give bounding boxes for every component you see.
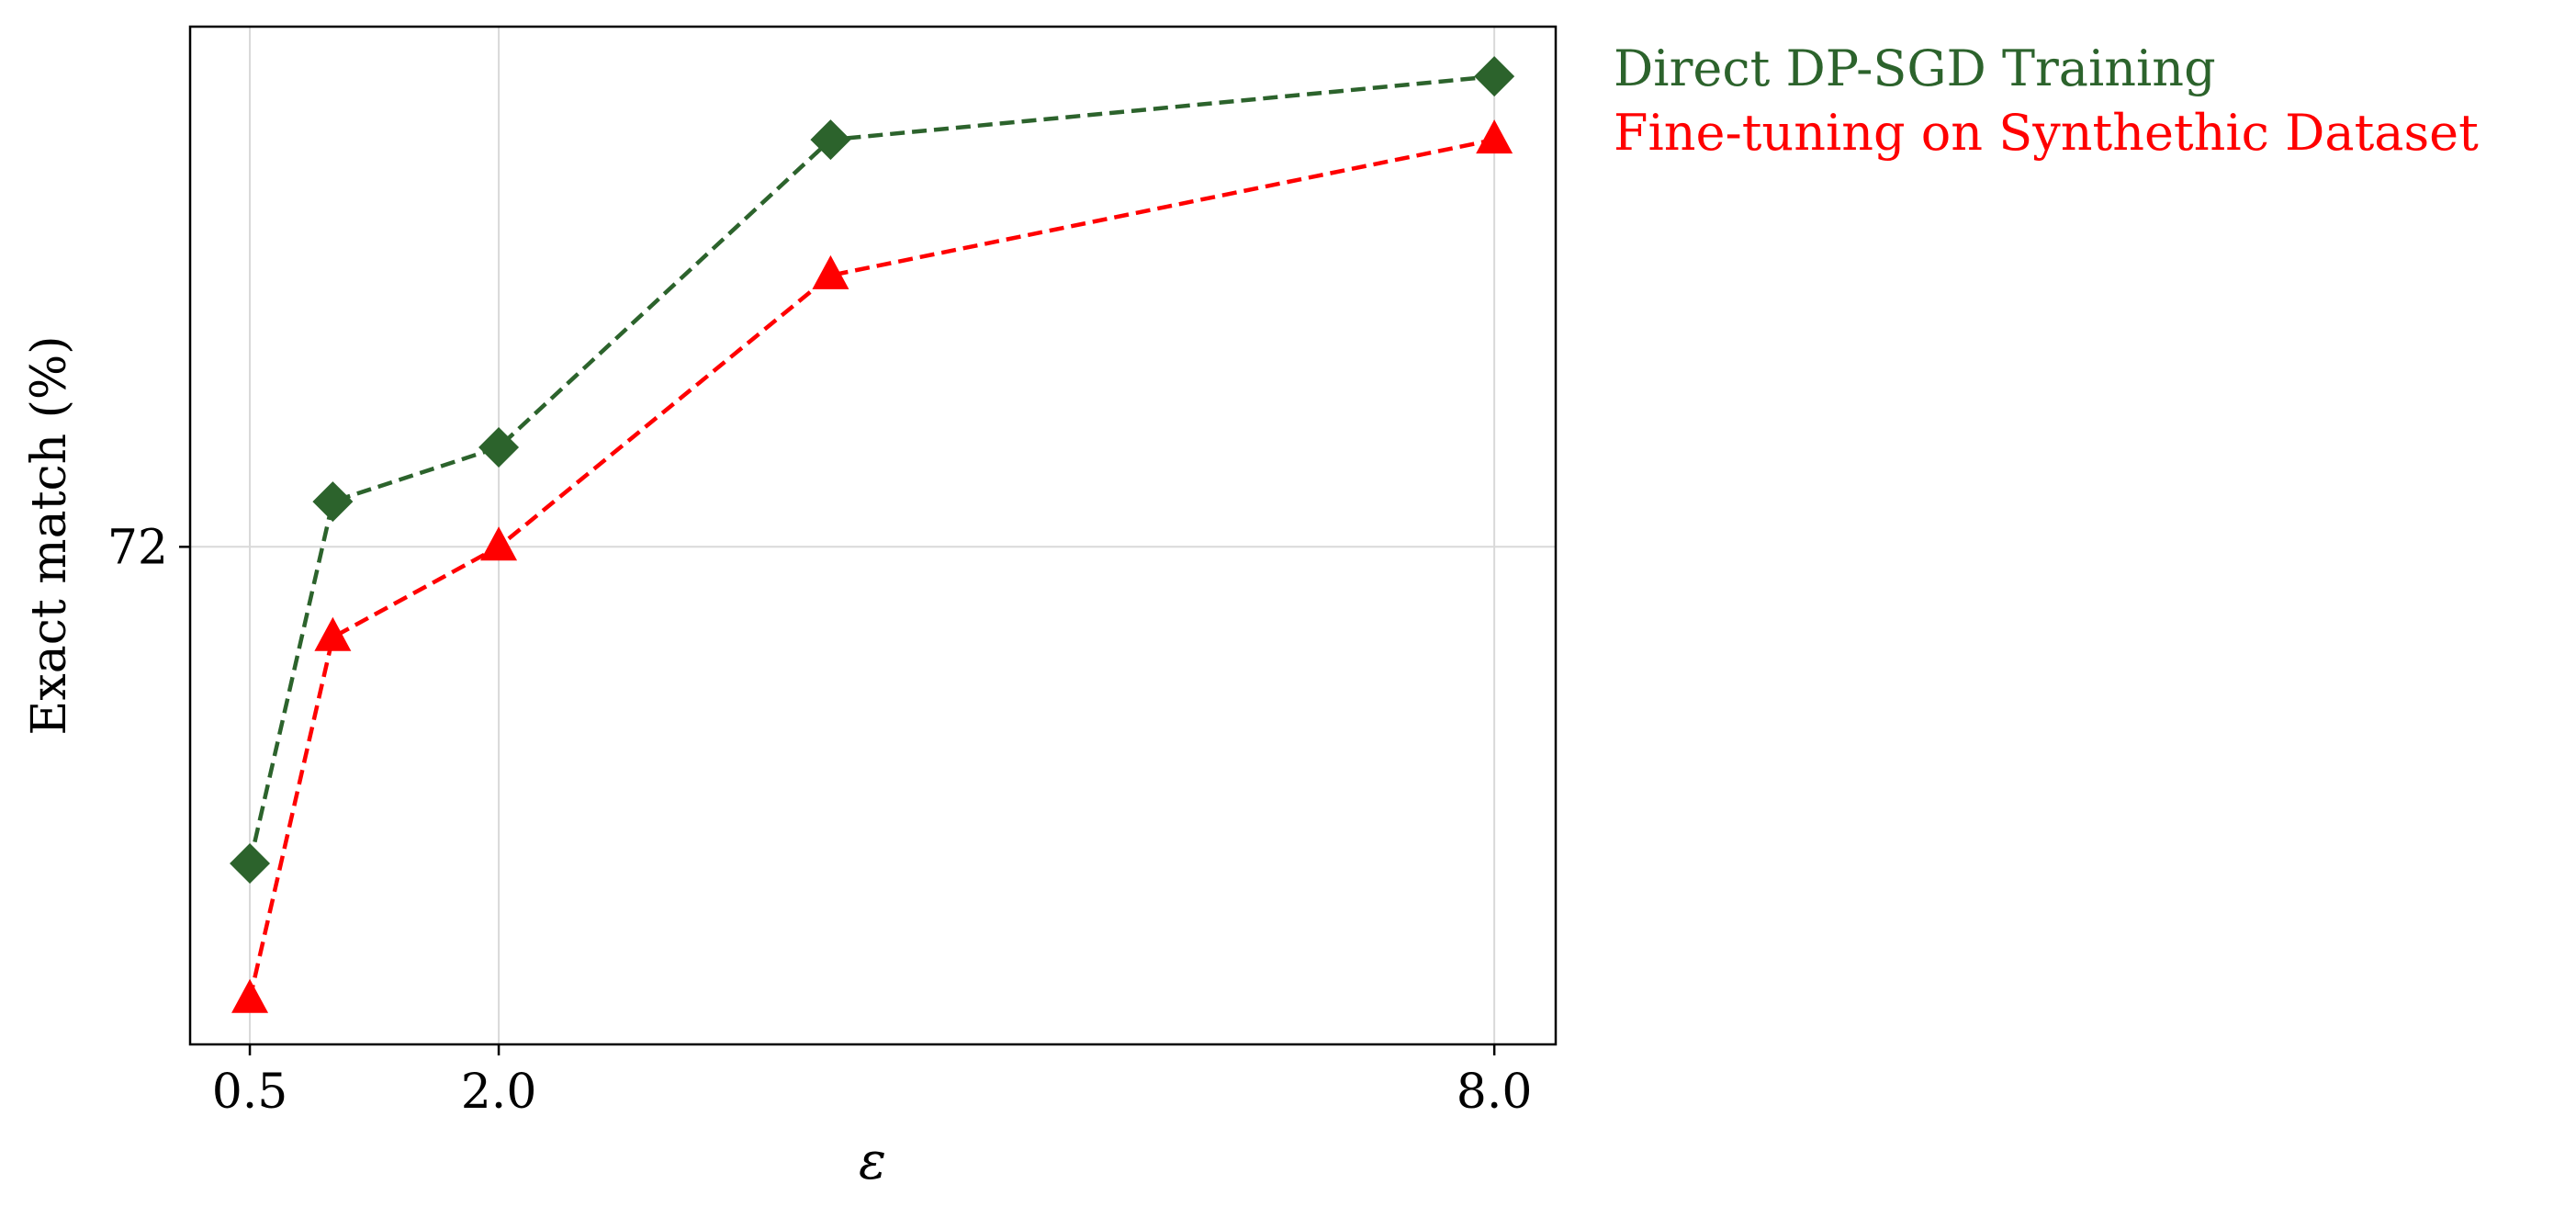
- legend: Direct DP-SGD Training Fine-tuning on Syn…: [1614, 39, 2479, 162]
- triangle-marker: [812, 254, 849, 289]
- diamond-marker: [1474, 56, 1515, 97]
- triangle-marker: [231, 978, 269, 1013]
- series-group: [230, 56, 1515, 1013]
- y-axis-label: Exact match (%): [22, 335, 77, 735]
- legend-entry-0: Direct DP-SGD Training: [1614, 39, 2216, 97]
- x-tick-label: 2.0: [461, 1065, 537, 1120]
- plot-frame: [188, 25, 1558, 1046]
- diamond-marker: [478, 426, 520, 468]
- x-axis-label: ε: [859, 1132, 886, 1191]
- ticks: 0.5 2.0 8.0 72: [107, 520, 1533, 1120]
- legend-entry-1: Fine-tuning on Synthethic Dataset: [1614, 104, 2479, 162]
- diamond-marker: [810, 119, 851, 161]
- diamond-marker: [230, 843, 271, 885]
- triangle-marker: [480, 526, 518, 561]
- x-tick-label: 8.0: [1457, 1065, 1533, 1120]
- x-tick-label: 0.5: [212, 1065, 288, 1120]
- series-line-0: [247, 73, 1495, 864]
- diamond-marker: [312, 481, 354, 523]
- y-tick-label: 72: [107, 520, 168, 575]
- triangle-marker: [314, 616, 352, 651]
- triangle-marker: [1476, 119, 1513, 154]
